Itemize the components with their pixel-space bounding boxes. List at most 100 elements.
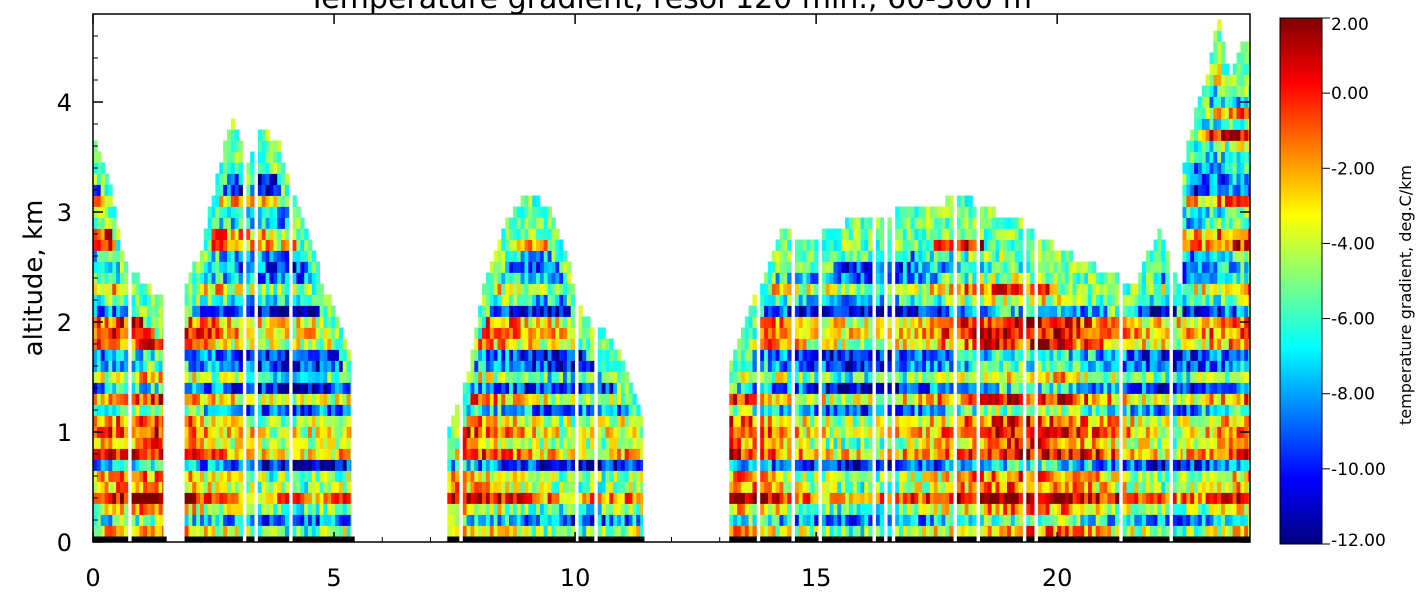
heatmap-cell [767,514,773,526]
heatmap-cell [112,481,117,493]
heatmap-cell [922,349,927,361]
heatmap-cell [949,470,954,482]
heatmap-cell [999,525,1004,537]
heatmap-cell [752,525,757,537]
heatmap-cell [945,536,950,542]
heatmap-cell [787,404,792,416]
heatmap-cell [620,503,626,515]
heatmap-cell [613,404,618,416]
heatmap-cell [906,338,912,350]
heatmap-cell [937,382,942,394]
heatmap-cell [143,360,148,372]
heatmap-cell [196,272,201,284]
heatmap-cell [120,294,125,306]
heatmap-cell [184,503,189,515]
heatmap-cell [837,382,842,394]
heatmap-cell [802,327,807,339]
heatmap-cell [895,305,900,317]
heatmap-segment [447,195,645,542]
heatmap-cell [864,250,869,262]
heatmap-cell [841,294,846,306]
heatmap-cell [949,525,954,537]
heatmap-cell [219,448,224,460]
heatmap-cell [516,492,522,504]
heatmap-cell [764,305,769,317]
heatmap-cell [771,382,777,394]
heatmap-cell [200,360,205,372]
heatmap-cell [273,261,278,273]
heatmap-cell [570,382,575,394]
heatmap-cell [131,481,136,493]
heatmap-cell [539,426,545,438]
heatmap-cell [230,173,236,185]
heatmap-cell [941,206,946,218]
heatmap-cell [323,305,328,317]
heatmap-cell [841,250,846,262]
heatmap-cell [798,250,804,262]
heatmap-cell [918,349,923,361]
heatmap-cell [315,283,320,295]
heatmap-cell [1041,272,1046,284]
heatmap-cell [752,371,757,383]
heatmap-cell [543,305,548,317]
heatmap-cell [350,415,352,427]
heatmap-cell [265,261,270,273]
heatmap-cell [929,239,935,251]
heatmap-cell [304,426,309,438]
heatmap-cell [269,184,274,196]
heatmap-cell [265,294,270,306]
heatmap-cell [1018,448,1023,460]
heatmap-cell [566,294,572,306]
heatmap-cell [601,459,606,471]
heatmap-cell [219,371,224,383]
heatmap-cell [246,525,251,537]
heatmap-cell [964,349,969,361]
heatmap-cell [501,250,506,262]
heatmap-cell [845,481,850,493]
heatmap-cell [543,525,548,537]
heatmap-cell [987,305,992,317]
heatmap-cell [555,393,560,405]
heatmap-cell [139,316,144,328]
heatmap-cell [257,173,263,185]
heatmap-cell [887,393,892,405]
heatmap-cell [841,338,846,350]
heatmap-cell [852,459,858,471]
heatmap-cell [968,426,973,438]
heatmap-cell [516,503,522,515]
heatmap-cell [261,184,266,196]
heatmap-cell [806,404,811,416]
heatmap-cell [135,459,140,471]
heatmap-cell [922,536,927,542]
heatmap-cell [120,371,125,383]
heatmap-cell [211,283,216,295]
heatmap-cell [292,349,297,361]
heatmap-cell [547,426,552,438]
heatmap-cell [860,470,865,482]
heatmap-cell [729,448,734,460]
heatmap-cell [922,503,927,515]
heatmap-cell [945,470,950,482]
heatmap-cell [1026,459,1031,471]
heatmap-cell [304,415,309,427]
heatmap-cell [1026,360,1031,372]
heatmap-cell [814,459,819,471]
heatmap-cell [902,250,908,262]
heatmap-cell [315,492,320,504]
heatmap-cell [1045,426,1050,438]
heatmap-cell [864,536,869,542]
heatmap-cell [845,371,850,383]
heatmap-cell [342,415,347,427]
heatmap-cell [223,393,228,405]
heatmap-cell [860,305,865,317]
heatmap-cell [1041,437,1046,449]
heatmap-cell [203,382,209,394]
heatmap-cell [466,503,471,515]
heatmap-cell [775,338,780,350]
heatmap-cell [331,371,336,383]
heatmap-cell [230,129,236,141]
heatmap-cell [265,525,270,537]
heatmap-cell [767,503,773,515]
heatmap-cell [987,239,992,251]
heatmap-cell [536,459,541,471]
